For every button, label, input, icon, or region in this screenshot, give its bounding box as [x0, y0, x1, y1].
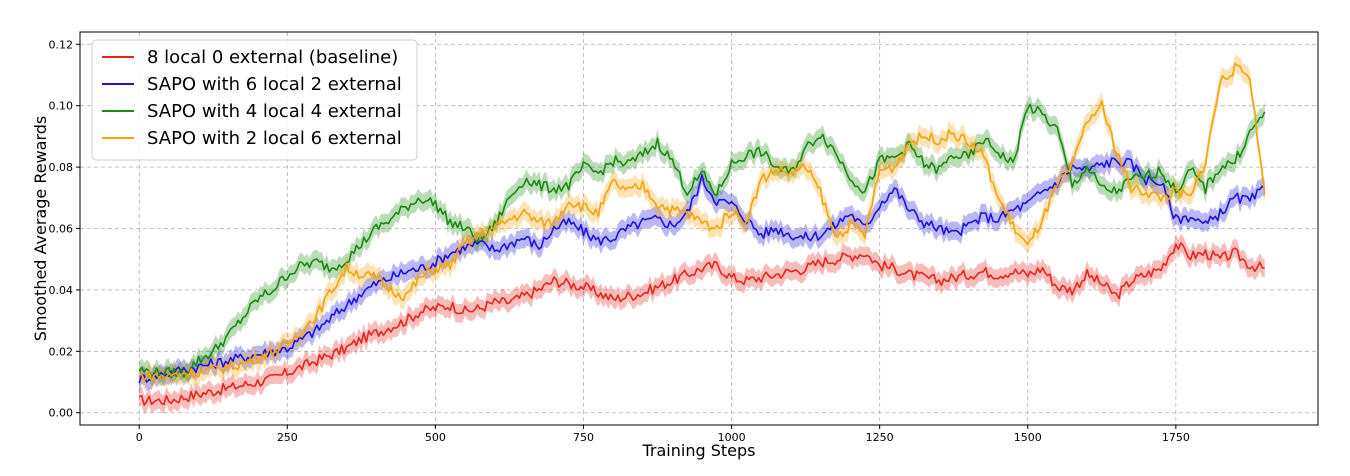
x-tick-label: 1250: [866, 431, 894, 444]
series-line-sapo-with-2-local-6-external: [139, 62, 1266, 382]
band-sapo-with-6-local-2-external: [139, 149, 1265, 393]
y-tick-label: 0.10: [49, 100, 74, 113]
x-tick-label: 500: [425, 431, 446, 444]
y-tick-label: 0.08: [49, 161, 74, 174]
y-tick-label: 0.06: [49, 223, 74, 236]
x-tick-label: 1000: [718, 431, 746, 444]
x-tick-label: 0: [136, 431, 143, 444]
y-tick-label: 0.04: [49, 284, 74, 297]
x-tick-label: 1750: [1162, 431, 1190, 444]
x-axis-label: Training Steps: [642, 441, 756, 460]
legend-label: 8 local 0 external (baseline): [147, 47, 398, 68]
series-line-sapo-with-6-local-2-external: [138, 157, 1266, 384]
series-line-8-local-0-external-baseline: [139, 242, 1265, 406]
legend-label: SAPO with 4 local 4 external: [147, 101, 402, 122]
grid: [80, 32, 1318, 425]
series-line-sapo-with-4-local-4-external: [138, 103, 1266, 379]
y-tick-label: 0.12: [49, 38, 74, 51]
x-tick-label: 250: [277, 431, 298, 444]
axis-ticks: 0 250 500 750 1000 1250 1500 1750 0.00 0.02 0.04 0.…: [49, 38, 1190, 444]
series-lines: [138, 62, 1266, 406]
band-8-local-0-external-baseline: [139, 233, 1265, 415]
y-tick-label: 0.02: [49, 345, 74, 358]
band-sapo-with-4-local-4-external: [139, 95, 1265, 387]
legend-label: SAPO with 2 local 6 external: [147, 128, 402, 149]
legend: 8 local 0 external (baseline) SAPO with 6…: [91, 39, 418, 161]
legend-label: SAPO with 6 local 2 external: [147, 74, 402, 95]
legend-box: [91, 39, 418, 161]
y-axis-label: Smoothed Average Rewards: [31, 116, 50, 342]
y-tick-label: 0.00: [49, 407, 74, 420]
x-tick-label: 750: [573, 431, 594, 444]
x-tick-label: 1500: [1014, 431, 1042, 444]
